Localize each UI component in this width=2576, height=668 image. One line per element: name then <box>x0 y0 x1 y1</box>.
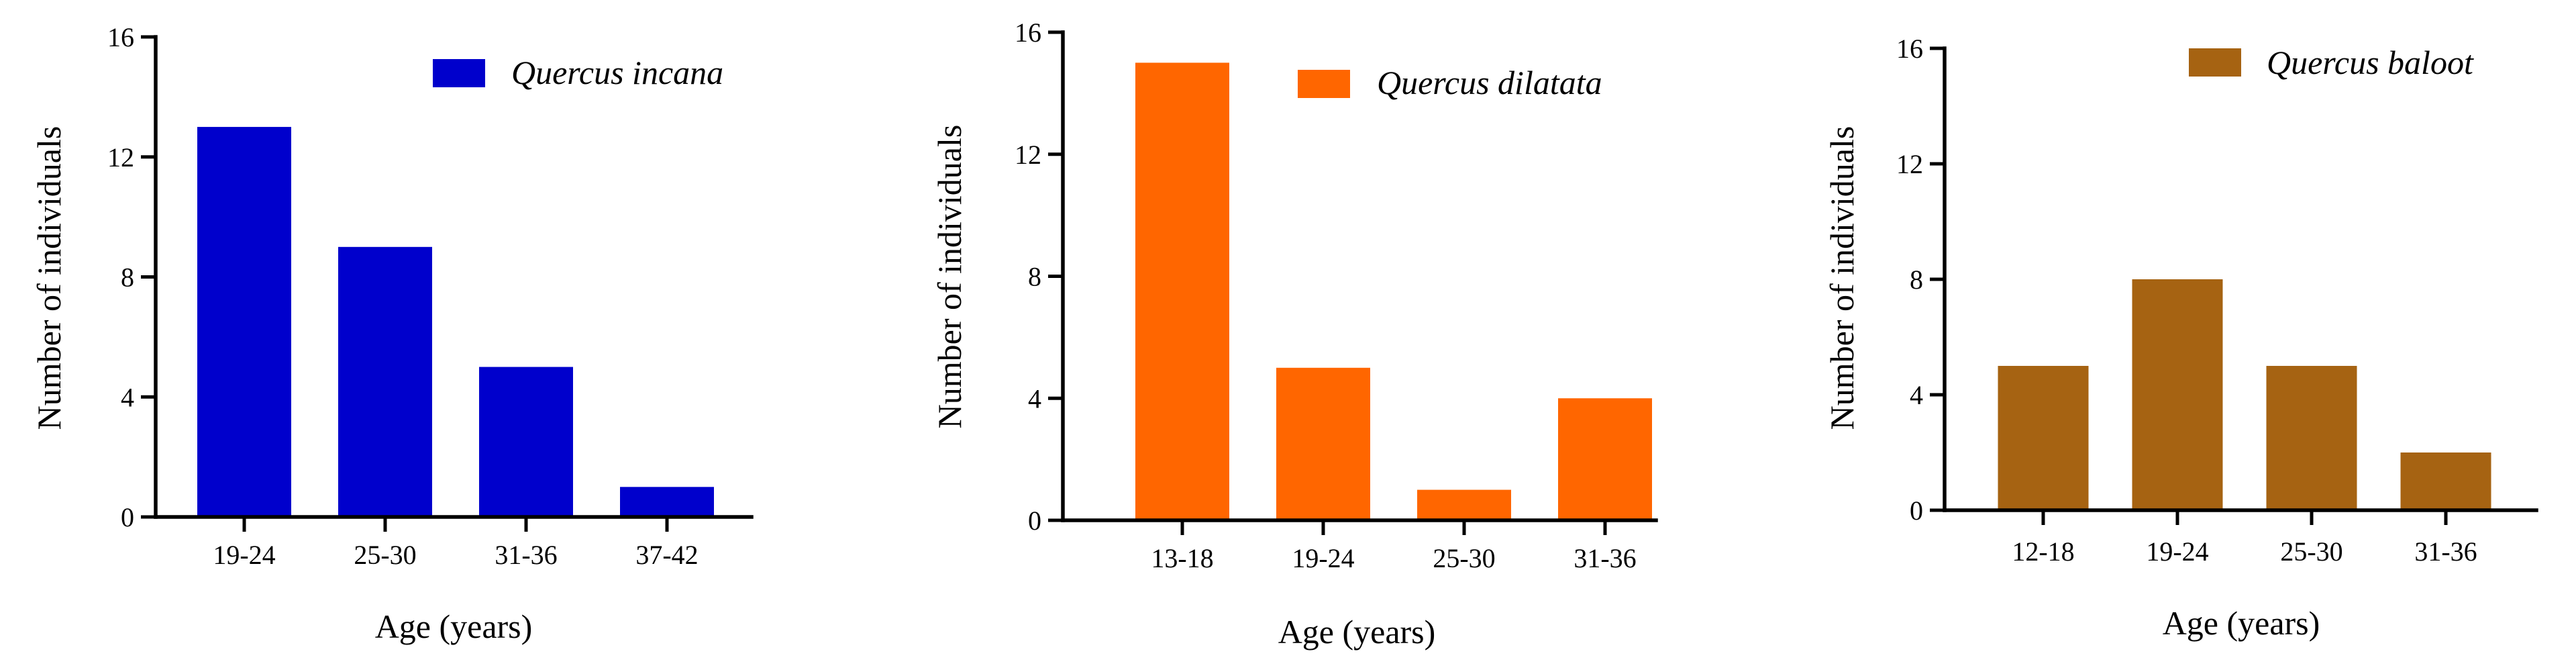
legend-label: Quercus dilatata <box>1377 64 1602 101</box>
y-tick-label: 8 <box>1028 262 1041 292</box>
y-axis-title: Number of individuals <box>931 125 968 429</box>
bar-31-36 <box>479 367 573 517</box>
y-axis-title: Number of individuals <box>30 126 68 430</box>
bar-37-42 <box>620 487 714 517</box>
x-tick-label: 12-18 <box>2012 536 2074 567</box>
chart-panel-1: 0 4 8 12 16 19-24 25-30 31-36 37-42 Number of ind… <box>30 22 754 645</box>
legend-swatch <box>1298 70 1350 98</box>
y-tick-label: 16 <box>1896 34 1923 64</box>
y-tick-label: 0 <box>1028 506 1041 536</box>
y-tick-label: 12 <box>1015 140 1041 170</box>
legend-swatch <box>433 59 485 87</box>
y-tick-label: 12 <box>1896 149 1923 179</box>
legend-label: Quercus baloot <box>2267 44 2474 81</box>
y-tick-label: 16 <box>1015 17 1041 48</box>
y-axis-title: Number of individuals <box>1823 126 1861 430</box>
bar-19-24 <box>2132 279 2223 510</box>
chart-panel-2: 0 4 8 12 16 13-18 19-24 25-30 31-36 Number of ind… <box>931 17 1658 651</box>
x-tick-label: 25-30 <box>2280 536 2342 567</box>
bar-25-30 <box>1417 489 1511 520</box>
x-tick-label: 31-36 <box>495 540 557 570</box>
y-tick-label: 4 <box>1910 380 1923 410</box>
x-tick-label: 19-24 <box>213 540 275 570</box>
x-tick-label: 19-24 <box>2146 536 2208 567</box>
y-tick-label: 8 <box>1910 265 1923 295</box>
x-tick-label: 19-24 <box>1292 543 1354 573</box>
bar-19-24 <box>197 127 291 517</box>
x-axis-title: Age (years) <box>2163 604 2320 642</box>
bar-12-18 <box>1998 366 2089 510</box>
y-tick-label: 0 <box>1910 495 1923 526</box>
x-axis-title: Age (years) <box>375 608 533 645</box>
y-tick-label: 12 <box>107 142 134 173</box>
x-tick-label: 31-36 <box>1574 543 1636 573</box>
y-tick-label: 8 <box>121 263 134 293</box>
y-tick-label: 4 <box>1028 383 1041 414</box>
bar-31-36 <box>1558 398 1652 520</box>
x-tick-label: 31-36 <box>2414 536 2477 567</box>
bar-19-24 <box>1276 367 1370 520</box>
y-tick-label: 16 <box>107 22 134 52</box>
y-tick-label: 4 <box>121 382 134 412</box>
y-tick-label: 0 <box>121 502 134 532</box>
legend-label: Quercus incana <box>511 54 723 91</box>
x-tick-label: 37-42 <box>635 540 698 570</box>
legend-swatch <box>2189 48 2241 77</box>
bar-31-36 <box>2400 452 2491 510</box>
bar-13-18 <box>1135 62 1229 520</box>
bar-25-30 <box>338 246 432 517</box>
x-axis-title: Age (years) <box>1278 613 1436 651</box>
x-tick-label: 13-18 <box>1151 543 1213 573</box>
x-tick-label: 25-30 <box>354 540 416 570</box>
bar-25-30 <box>2266 366 2357 510</box>
x-tick-label: 25-30 <box>1433 543 1495 573</box>
chart-panel-3: 0 4 8 12 16 12-18 19-24 25-30 31-36 Number of ind… <box>1823 34 2538 642</box>
